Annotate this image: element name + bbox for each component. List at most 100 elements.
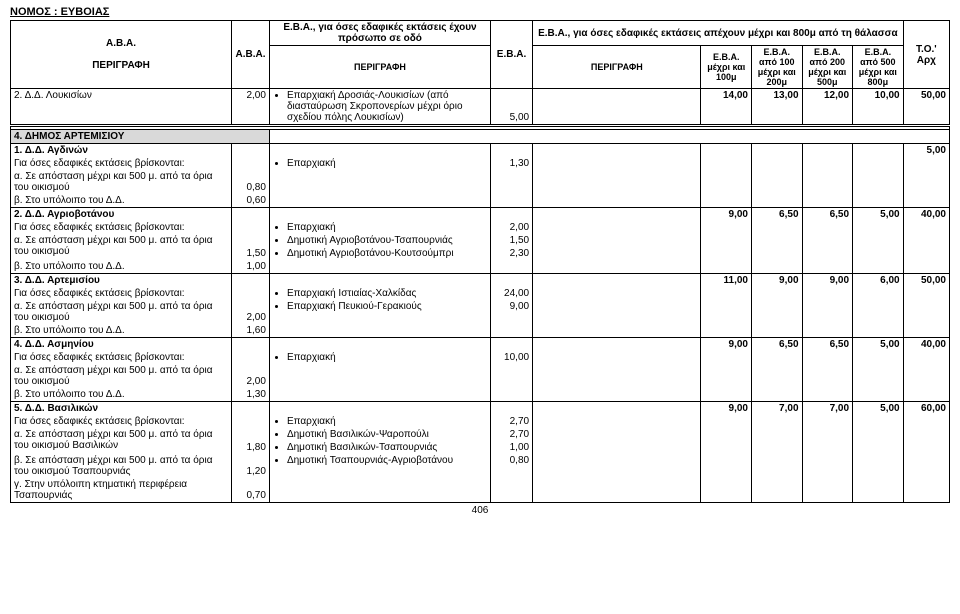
cell: [752, 300, 803, 324]
cell: 1,80: [232, 428, 270, 454]
cell: [752, 441, 803, 454]
cell: α. Σε απόσταση μέχρι και 500 μ. από τα ό…: [11, 170, 232, 194]
cell: 7,00: [752, 402, 803, 416]
cell: [269, 274, 490, 288]
cell: 9,00: [701, 338, 752, 352]
cell: 6,50: [802, 208, 853, 222]
cell: 1,20: [232, 454, 270, 478]
cell: [853, 170, 904, 194]
nomos-title: ΝΟΜΟΣ : ΕΥΒΟΙΑΣ: [10, 6, 950, 18]
cell: [269, 338, 490, 352]
cell: [701, 234, 752, 247]
hdr-right-top: Ε.Β.Α., για όσες εδαφικές εκτάσεις απέχο…: [533, 21, 904, 46]
cell: 0,80: [490, 454, 532, 478]
cell: [802, 454, 853, 478]
cell: [490, 364, 532, 388]
cell: [533, 170, 701, 194]
cell: [802, 287, 853, 300]
cell: [232, 351, 270, 364]
cell: 40,00: [903, 338, 949, 352]
cell: 0,70: [232, 478, 270, 503]
cell: [853, 364, 904, 388]
cell: 1,30: [490, 157, 532, 170]
cell: [701, 364, 752, 388]
cell: β. Στο υπόλοιπο του Δ.Δ.: [11, 324, 232, 338]
cell: 6,50: [752, 208, 803, 222]
cell: [903, 454, 949, 478]
cell: Επαρχιακή Ιστιαίας-Χαλκίδας: [269, 287, 490, 300]
cell: [269, 402, 490, 416]
cell: 2,00: [232, 300, 270, 324]
cell: Δημοτική Βασιλικών-Τσαπουρνιάς: [269, 441, 490, 454]
cell: [533, 478, 701, 503]
cell: [533, 274, 701, 288]
cell: [752, 170, 803, 194]
cell: Για όσες εδαφικές εκτάσεις βρίσκονται:: [11, 351, 232, 364]
cell: 13,00: [752, 89, 803, 126]
table-row: Για όσες εδαφικές εκτάσεις βρίσκονται: Ε…: [11, 287, 950, 300]
cell: [853, 388, 904, 402]
cell: [853, 454, 904, 478]
cell: Επαρχιακή: [269, 351, 490, 364]
cell: [701, 287, 752, 300]
cell: [903, 247, 949, 260]
table-row: β. Στο υπόλοιπο του Δ.Δ. 0,60: [11, 194, 950, 208]
cell: 6,00: [853, 274, 904, 288]
cell: [701, 300, 752, 324]
cell: [701, 144, 752, 158]
cell: 9,00: [752, 274, 803, 288]
cell: [533, 300, 701, 324]
cell: 3. Δ.Δ. Αρτεμισίου: [11, 274, 232, 288]
cell: [533, 208, 701, 222]
cell: [903, 170, 949, 194]
cell: α. Σε απόσταση μέχρι και 500 μ. από τα ό…: [11, 300, 232, 324]
cell: Για όσες εδαφικές εκτάσεις βρίσκονται:: [11, 157, 232, 170]
cell: [853, 234, 904, 247]
cell: Επαρχιακή: [269, 415, 490, 428]
cell: [853, 478, 904, 503]
table-row: β. Στο υπόλοιπο του Δ.Δ. 1,00: [11, 260, 950, 274]
cell: [269, 144, 490, 158]
cell: 2,00: [232, 89, 270, 126]
table-row: Για όσες εδαφικές εκτάσεις βρίσκονται: Ε…: [11, 415, 950, 428]
cell: 5,00: [903, 144, 949, 158]
cell: [490, 338, 532, 352]
cell: 2,30: [490, 247, 532, 260]
cell: [853, 287, 904, 300]
cell: [701, 388, 752, 402]
cell: [802, 351, 853, 364]
cell: [533, 454, 701, 478]
cell: [802, 441, 853, 454]
cell: [533, 260, 701, 274]
cell: [701, 428, 752, 441]
cell: 1,30: [232, 388, 270, 402]
cell: [533, 388, 701, 402]
cell: [232, 221, 270, 234]
cell: [752, 194, 803, 208]
cell: [752, 324, 803, 338]
cell: 1,00: [490, 441, 532, 454]
cell: [903, 157, 949, 170]
table-row: β. Σε απόσταση μέχρι και 500 μ. από τα ό…: [11, 454, 950, 478]
cell: [752, 388, 803, 402]
cell: Για όσες εδαφικές εκτάσεις βρίσκονται:: [11, 287, 232, 300]
hdr-e1: Ε.Β.Α.μέχρι και 100μ: [701, 46, 752, 89]
cell: 1,60: [232, 324, 270, 338]
cell: [533, 157, 701, 170]
cell: [903, 221, 949, 234]
cell: γ. Στην υπόλοιπη κτηματική περιφέρεια Τσ…: [11, 478, 232, 503]
cell: 50,00: [903, 89, 949, 126]
cell: [752, 364, 803, 388]
cell: 10,00: [490, 351, 532, 364]
cell: [533, 247, 701, 260]
cell: [752, 234, 803, 247]
cell: [903, 388, 949, 402]
cell: 9,00: [701, 402, 752, 416]
cell: [752, 428, 803, 441]
cell: [490, 274, 532, 288]
cell: 9,00: [490, 300, 532, 324]
cell: [232, 415, 270, 428]
cell: [533, 234, 701, 247]
table-row: 2. Δ.Δ. Λουκισίων 2,00 Επαρχιακή Δροσιάς…: [11, 89, 950, 126]
cell: 0,80: [232, 170, 270, 194]
